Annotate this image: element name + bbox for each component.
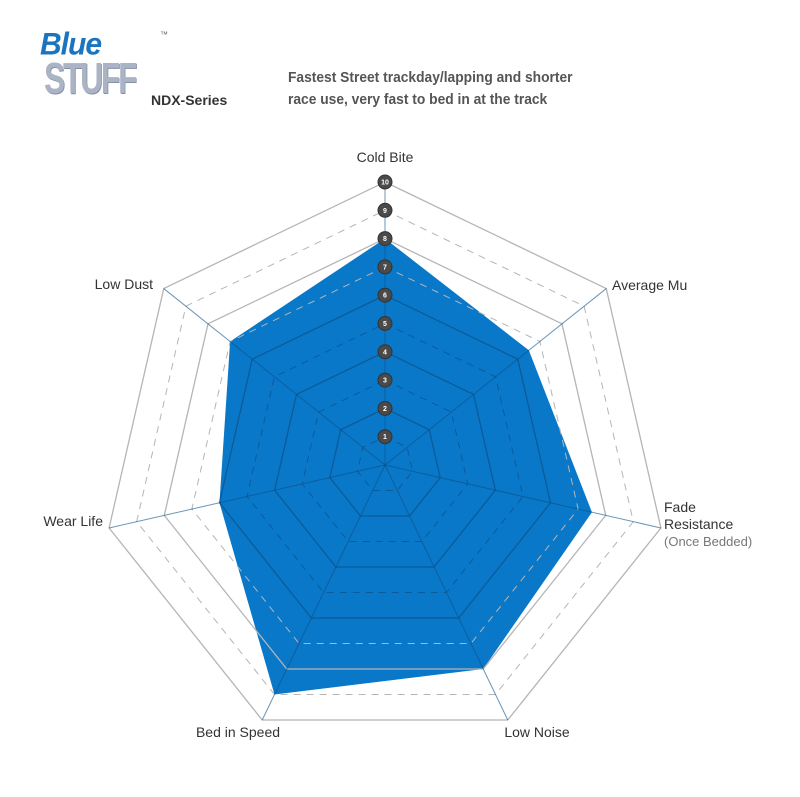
axis-label: Bed in Speed <box>196 724 280 740</box>
tick-badge <box>377 174 393 190</box>
description: Fastest Street trackday/lapping and shor… <box>288 67 573 111</box>
tick-label: 1 <box>383 434 387 441</box>
tick-label: 7 <box>383 264 387 271</box>
axis-spoke <box>108 464 386 529</box>
axis-label: Wear Life <box>43 513 103 529</box>
tick-badge <box>377 316 393 331</box>
axis-spoke <box>261 464 386 721</box>
tick-label: 8 <box>383 236 387 243</box>
axis-label: Average Mu <box>612 277 687 293</box>
description-line-2: race use, very fast to bed in at the tra… <box>288 91 548 108</box>
tick-badge <box>377 202 393 218</box>
grid-ring-5 <box>246 322 524 593</box>
tick-label: 9 <box>383 208 387 215</box>
logo-blue: Blue <box>40 27 102 62</box>
data-area <box>219 238 592 695</box>
tick-label: 10 <box>381 180 389 187</box>
tick-badge <box>377 429 393 445</box>
description-line-1: Fastest Street trackday/lapping and shor… <box>288 69 573 86</box>
axis-label: Low Noise <box>504 724 570 740</box>
grid-ring-7 <box>191 266 579 644</box>
tick-label: 4 <box>383 349 387 356</box>
axis-sublabel: (Once Bedded) <box>664 534 752 549</box>
axis-spoke <box>384 288 607 466</box>
grid-ring-10 <box>108 181 662 721</box>
blue-stuff-logo: Blue STUFF ™ <box>38 27 168 108</box>
tick-badge <box>377 344 393 360</box>
axis-spoke <box>163 288 386 466</box>
grid-ring-2 <box>329 407 441 517</box>
logo-stuff: STUFF <box>44 54 137 103</box>
tick-badge <box>377 372 393 388</box>
tick-label: 5 <box>383 321 387 328</box>
grid-ring-3 <box>301 379 469 542</box>
axis-label: Cold Bite <box>357 149 414 165</box>
grid-ring-9 <box>136 209 634 695</box>
axis-label: Resistance <box>664 516 733 532</box>
grid-ring-8 <box>163 237 607 670</box>
series-name: NDX-Series <box>151 92 228 108</box>
tick-label: 2 <box>383 406 387 413</box>
tick-badge <box>377 259 393 275</box>
axis-label: Low Dust <box>95 276 153 292</box>
axis-spoke <box>384 464 509 721</box>
tick-label: 3 <box>383 378 387 385</box>
tick-badge <box>377 400 393 416</box>
grid-ring-6 <box>218 294 552 619</box>
grid-ring-4 <box>273 351 497 568</box>
logo-tm: ™ <box>160 30 168 39</box>
tick-badge <box>377 287 393 303</box>
tick-badge <box>377 231 393 247</box>
axis-label: Fade <box>664 499 696 515</box>
axis-spoke <box>384 464 662 529</box>
tick-label: 6 <box>383 293 387 300</box>
grid-ring-1 <box>356 436 414 491</box>
